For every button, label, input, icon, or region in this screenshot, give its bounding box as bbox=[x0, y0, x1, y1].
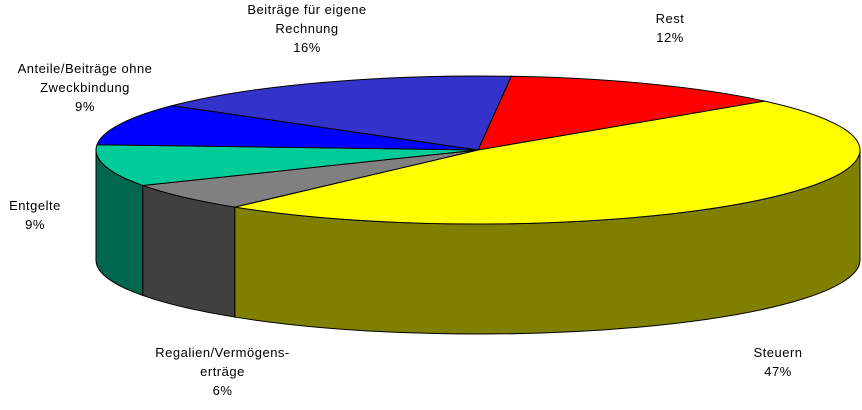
percent-label: 12% bbox=[656, 30, 684, 45]
percent-label: 9% bbox=[75, 99, 95, 114]
slice-label: Anteile/Beiträge ohne Zweckbindung 9% bbox=[0, 59, 170, 116]
slice-label: Entgelte 9% bbox=[0, 196, 70, 234]
category-label: Anteile/Beiträge ohne Zweckbindung bbox=[17, 61, 153, 95]
category-label: Rest bbox=[655, 11, 685, 26]
category-label: Regalien/Vermögens-erträge bbox=[155, 345, 290, 379]
slice bbox=[172, 75, 513, 151]
percent-label: 9% bbox=[25, 217, 45, 232]
slice-label: Beiträge für eigene Rechnung 16% bbox=[222, 0, 392, 57]
slice-label: Regalien/Vermögens-erträge 6% bbox=[150, 343, 295, 400]
slice bbox=[234, 100, 861, 225]
slice-label: Steuern 47% bbox=[718, 343, 838, 381]
percent-label: 47% bbox=[764, 364, 792, 379]
slice-label: Rest 12% bbox=[610, 9, 730, 47]
slice bbox=[95, 144, 479, 186]
category-label: Entgelte bbox=[9, 198, 61, 213]
slice bbox=[96, 105, 479, 151]
category-label: Steuern bbox=[753, 345, 803, 360]
percent-label: 16% bbox=[293, 40, 321, 55]
slice bbox=[142, 149, 479, 208]
slice bbox=[477, 75, 765, 151]
category-label: Beiträge für eigene Rechnung bbox=[247, 2, 367, 36]
percent-label: 6% bbox=[212, 383, 233, 398]
